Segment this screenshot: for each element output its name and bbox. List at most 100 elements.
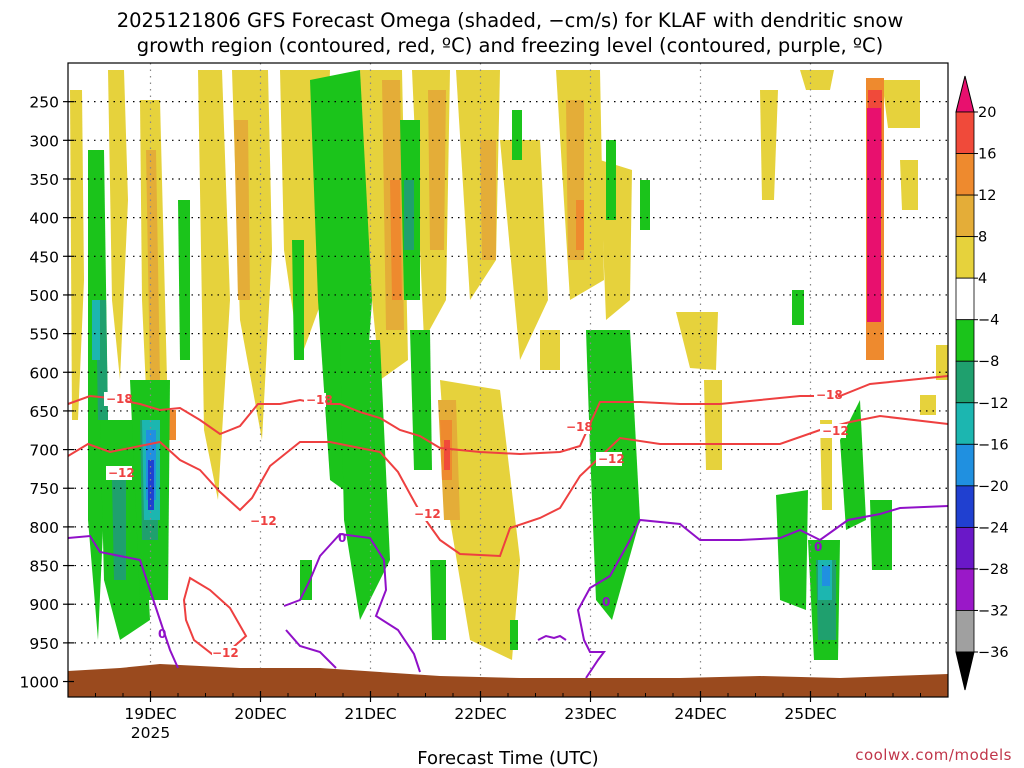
y-tick-label: 700 (29, 442, 59, 460)
x-tick-label: 22DEC (454, 705, 506, 723)
contour-zero-3 (285, 629, 337, 669)
y-axis: 250 300 350 400 450 500 550 600 650 700 750 800 850 9… (20, 94, 74, 692)
shade-green-5 (292, 240, 304, 360)
contour-label: −12 (108, 466, 135, 480)
colorbar-label: −24 (978, 520, 1009, 536)
colorbar-bottom-arrow (955, 651, 975, 691)
y-tick-label: 300 (29, 132, 59, 150)
y-tick-label: 900 (29, 596, 59, 614)
ground (68, 664, 948, 697)
contour-label: 0 (338, 531, 346, 545)
shade-yellow-18 (882, 80, 920, 128)
y-tick-label: 1000 (20, 674, 59, 692)
shade-green-13 (606, 140, 616, 220)
shade-yellow-19 (900, 160, 918, 210)
colorbar-band (955, 153, 975, 196)
shade-green-15 (776, 490, 808, 610)
shade-yellow-16 (760, 90, 778, 200)
colorbar-band (955, 194, 975, 238)
colorbar-label: −36 (978, 645, 1009, 661)
contour-label: −18 (566, 420, 593, 434)
contour-labels: −18 −18 −18 −18 −12 −12 −12 −12 −12 −12 … (104, 388, 849, 660)
shade-yellow-4 (198, 70, 230, 500)
shade-green-14 (640, 180, 650, 230)
colorbar-label: −16 (978, 437, 1009, 453)
colorbar-band (955, 526, 975, 570)
colorbar-band (955, 277, 975, 321)
contour-label: −12 (250, 514, 277, 528)
y-tick-label: 350 (29, 171, 59, 189)
y-tick-label: 650 (29, 403, 59, 421)
contour-label: 0 (814, 540, 822, 554)
colorbar: 20 16 12 8 4 −4 −8 −12 −16 −20 −24 −28 −32 −36 (955, 75, 1009, 691)
colorbar-label: −20 (978, 479, 1009, 495)
shade-orange-1 (146, 150, 160, 380)
colorbar-band (955, 443, 975, 487)
chart-title-line-2: growth region (contoured, red, ºC) and f… (137, 34, 884, 57)
contour-label: −12 (414, 507, 441, 521)
shade-orange-4 (428, 90, 446, 250)
colorbar-label: 20 (978, 105, 996, 121)
contour-label: 0 (158, 627, 166, 641)
shade-red-2 (444, 440, 450, 470)
colorbar-band (955, 319, 975, 362)
shade-yellow-2 (108, 70, 128, 380)
shade-green-17 (840, 400, 866, 530)
contour-label: 0 (602, 595, 610, 609)
contour-label: −12 (598, 452, 625, 466)
x-axis-label: Forecast Time (UTC) (417, 748, 598, 768)
colorbar-label: −32 (978, 603, 1009, 619)
credit-text: coolwx.com/models (855, 746, 1012, 764)
shade-green-10 (430, 560, 446, 640)
colorbar-label: 8 (978, 230, 987, 246)
contour-zero (68, 534, 179, 669)
x-tick-label: 20DEC (234, 705, 286, 723)
y-tick-label: 750 (29, 480, 59, 498)
shade-teal-5 (404, 180, 414, 250)
x-tick-label: 19DEC (124, 705, 176, 723)
contours (68, 375, 948, 679)
shade-green-11 (512, 110, 522, 160)
y-tick-label: 950 (29, 635, 59, 653)
contour-label: −18 (306, 393, 333, 407)
y-tick-label: 600 (29, 364, 59, 382)
contour-zero-2 (283, 532, 421, 673)
shade-green-4 (178, 200, 190, 360)
contour-minus18 (68, 375, 948, 456)
contour-label: −12 (212, 646, 239, 660)
contour-zero-4 (576, 505, 948, 679)
shade-green-20 (300, 560, 312, 600)
colorbar-label: 12 (978, 188, 996, 204)
colorbar-label: −28 (978, 562, 1009, 578)
shade-yellow-20 (820, 420, 832, 510)
y-tick-label: 450 (29, 248, 59, 266)
shade-yellow-11 (500, 140, 548, 360)
colorbar-band (955, 236, 975, 279)
y-tick-label: 500 (29, 287, 59, 305)
y-tick-label: 850 (29, 558, 59, 576)
y-tick-label: 400 (29, 210, 59, 228)
contour-label: −12 (822, 424, 849, 438)
shade-orange-6 (480, 140, 496, 260)
contour-minus12 (68, 414, 948, 558)
y-tick-label: 250 (29, 94, 59, 112)
colorbar-band (955, 610, 975, 653)
shade-yellow-21 (920, 395, 936, 415)
x-tick-label: 21DEC (344, 705, 396, 723)
shade-green-21 (510, 620, 518, 650)
contour-label: −18 (106, 392, 133, 406)
colorbar-band (955, 402, 975, 445)
x-tick-sublabel: 2025 (131, 724, 170, 742)
shade-darkorange-3 (576, 200, 584, 250)
shade-green-18 (870, 500, 892, 570)
x-tick-label: 24DEC (674, 705, 726, 723)
contour-zero-5 (537, 634, 567, 641)
y-tick-label: 550 (29, 326, 59, 344)
contour-label: −18 (816, 388, 843, 402)
colorbar-label: −4 (978, 313, 999, 329)
shade-yellow-17 (800, 70, 834, 90)
shade-orange-2 (234, 120, 250, 300)
colorbar-band (955, 568, 975, 611)
shade-green-19 (792, 290, 804, 325)
